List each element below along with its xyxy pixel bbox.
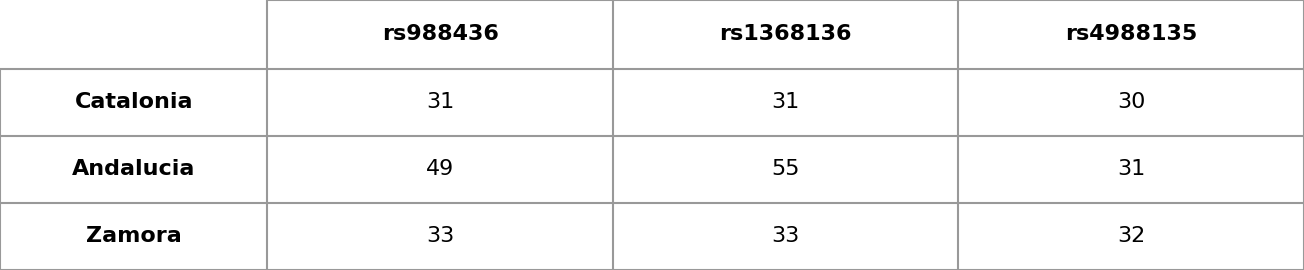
Text: 49: 49 xyxy=(426,159,454,179)
Text: 30: 30 xyxy=(1118,92,1145,112)
Text: Catalonia: Catalonia xyxy=(74,92,193,112)
Text: 55: 55 xyxy=(772,159,799,179)
Text: 31: 31 xyxy=(426,92,454,112)
Text: Zamora: Zamora xyxy=(86,226,181,246)
Text: 33: 33 xyxy=(426,226,454,246)
Text: rs988436: rs988436 xyxy=(382,24,498,45)
Text: 31: 31 xyxy=(1118,159,1145,179)
Text: 33: 33 xyxy=(772,226,799,246)
Text: 31: 31 xyxy=(772,92,799,112)
Text: rs1368136: rs1368136 xyxy=(720,24,852,45)
Text: Andalucia: Andalucia xyxy=(72,159,196,179)
Text: 32: 32 xyxy=(1118,226,1145,246)
Text: rs4988135: rs4988135 xyxy=(1065,24,1197,45)
